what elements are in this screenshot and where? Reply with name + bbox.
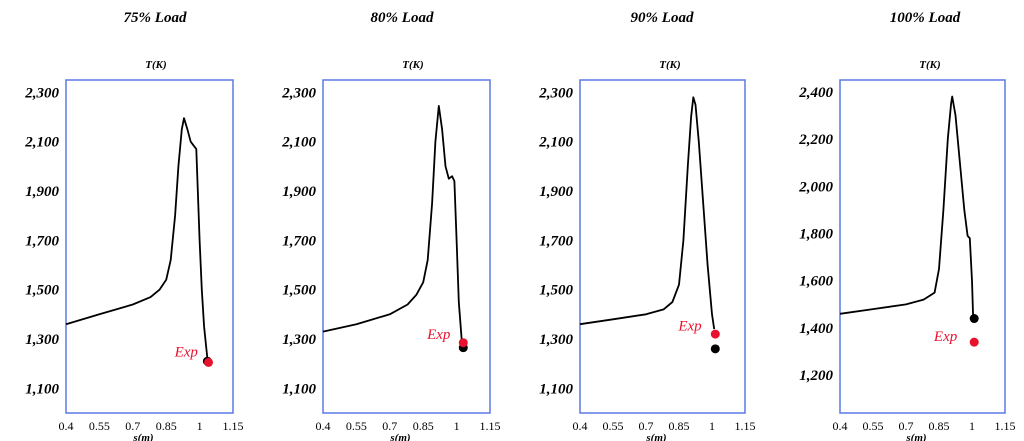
chart-1-exp-label: Exp [174, 344, 199, 360]
chart-1-x-tick-label: 1 [197, 419, 203, 433]
chart-4-x-tick-label: 1 [969, 419, 975, 433]
chart-1-y-tick-label: 1,500 [25, 283, 59, 299]
chart-2-series-line [322, 105, 464, 347]
chart-3-y-tick-label: 1,300 [539, 332, 573, 348]
chart-3-title: 90% Load [631, 10, 694, 26]
chart-2-y-axis-label: T(K) [402, 59, 423, 71]
chart-4-x-tick-label: 0.4 [833, 419, 848, 433]
chart-3-y-tick-label: 2,100 [538, 135, 573, 151]
chart-1-x-tick-label: 0.55 [89, 419, 110, 433]
chart-4-y-tick-label: 1,200 [799, 368, 833, 384]
chart-1-x-tick-label: 0.7 [125, 419, 140, 433]
chart-1-x-tick-label: 0.4 [59, 419, 74, 433]
chart-2-y-tick-label: 1,300 [282, 332, 316, 348]
chart-1-y-tick-label: 1,700 [25, 233, 59, 249]
chart-2-x-tick-label: 0.4 [316, 419, 331, 433]
chart-3-model-end-point [710, 344, 720, 354]
chart-1-y-tick-label: 2,100 [24, 135, 59, 151]
chart-3-x-tick-label: 0.55 [603, 419, 624, 433]
chart-4-x-axis-label: s(m) [905, 432, 926, 441]
chart-3-x-tick-label: 0.7 [639, 419, 654, 433]
chart-3-y-tick-label: 1,900 [539, 184, 573, 200]
chart-4-exp-label: Exp [933, 329, 958, 345]
chart-4-frame [839, 79, 1006, 414]
chart-1-x-tick-label: 1.15 [223, 419, 244, 433]
chart-1-x-axis-label: s(m) [132, 432, 153, 441]
chart-4-title: 100% Load [890, 10, 961, 26]
chart-2-x-axis-label: s(m) [389, 432, 410, 441]
chart-4-y-tick-label: 2,000 [798, 179, 833, 195]
chart-2-exp-label: Exp [426, 327, 451, 343]
chart-2-x-tick-label: 0.85 [413, 419, 434, 433]
chart-4-y-tick-label: 1,600 [799, 274, 833, 290]
chart-1-y-tick-label: 2,300 [24, 85, 59, 101]
chart-2-title: 80% Load [371, 10, 434, 26]
chart-4-y-tick-label: 2,400 [798, 85, 833, 101]
chart-3-x-tick-label: 1 [709, 419, 715, 433]
chart-3-y-tick-label: 1,700 [539, 233, 573, 249]
chart-1-y-tick-label: 1,300 [25, 332, 59, 348]
chart-2-x-tick-label: 1 [454, 419, 460, 433]
chart-2-y-tick-label: 2,100 [281, 135, 316, 151]
chart-2-x-tick-label: 0.7 [382, 419, 397, 433]
chart-1-series-line [65, 117, 209, 359]
chart-4-y-axis-label: T(K) [919, 59, 940, 71]
chart-3-y-axis-label: T(K) [659, 59, 680, 71]
chart-4-x-tick-label: 1.15 [995, 419, 1016, 433]
chart-1-exp-point [204, 357, 214, 367]
chart-3-x-tick-label: 0.4 [573, 419, 588, 433]
chart-3-x-tick-label: 1.15 [735, 419, 756, 433]
chart-3-y-tick-label: 2,300 [538, 85, 573, 101]
chart-4-x-tick-label: 0.55 [863, 419, 884, 433]
chart-2-y-tick-label: 1,500 [282, 283, 316, 299]
chart-1-y-tick-label: 1,100 [25, 381, 59, 397]
chart-1-title: 75% Load [124, 10, 187, 26]
chart-3-frame [579, 79, 746, 414]
chart-3-exp-point [710, 329, 720, 339]
chart-4-exp-point [969, 337, 979, 347]
chart-4-x-tick-label: 0.85 [929, 419, 950, 433]
chart-1-y-axis-label: T(K) [145, 59, 166, 71]
chart-4-y-tick-label: 1,400 [799, 321, 833, 337]
chart-2-y-tick-label: 2,300 [281, 85, 316, 101]
chart-2-exp-point [458, 338, 468, 348]
chart-3-series-line [579, 96, 716, 330]
chart-2-frame [322, 79, 491, 414]
chart-2-x-tick-label: 1.15 [480, 419, 501, 433]
chart-4-x-tick-label: 0.7 [899, 419, 914, 433]
chart-4-y-tick-label: 2,200 [798, 132, 833, 148]
chart-3-y-tick-label: 1,500 [539, 283, 573, 299]
chart-4-series-line [839, 95, 974, 317]
chart-1-x-tick-label: 0.85 [156, 419, 177, 433]
chart-1-y-tick-label: 1,900 [25, 184, 59, 200]
chart-4-model-end-point [969, 314, 979, 324]
chart-3-y-tick-label: 1,100 [539, 381, 573, 397]
chart-2-x-tick-label: 0.55 [346, 419, 367, 433]
chart-1-frame [65, 79, 234, 414]
chart-4-y-tick-label: 1,800 [799, 227, 833, 243]
chart-3-exp-label: Exp [677, 318, 702, 334]
chart-3-x-axis-label: s(m) [645, 432, 666, 441]
chart-2-y-tick-label: 1,700 [282, 233, 316, 249]
chart-2-y-tick-label: 1,900 [282, 184, 316, 200]
chart-3-x-tick-label: 0.85 [669, 419, 690, 433]
chart-2-y-tick-label: 1,100 [282, 381, 316, 397]
